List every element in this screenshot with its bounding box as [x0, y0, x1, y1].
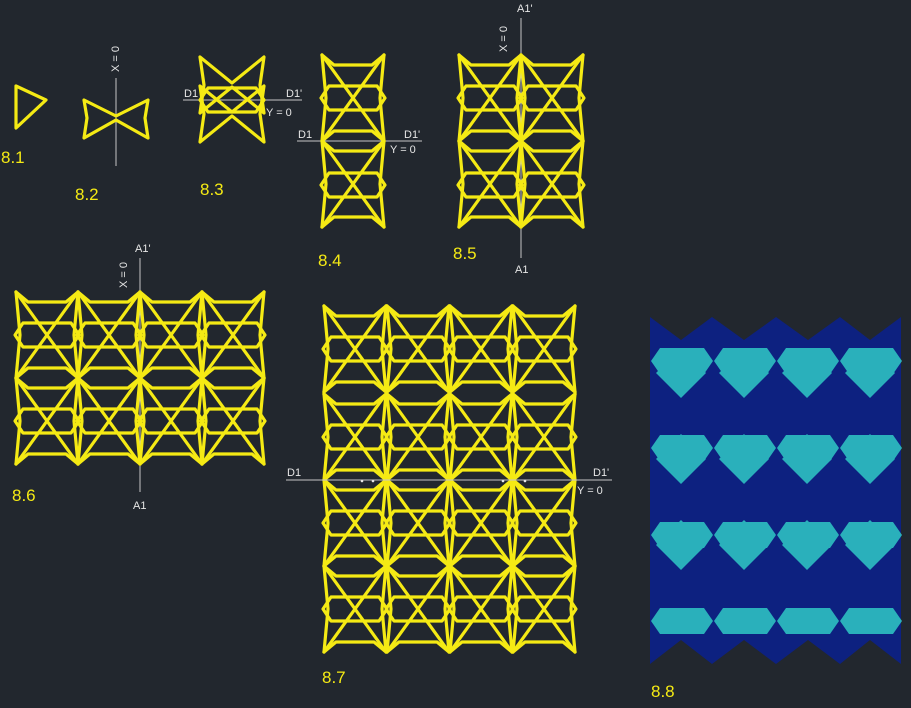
axis-marker-top: A1': [517, 3, 533, 15]
guide-dot: [501, 479, 505, 483]
hexagon-tile: [651, 608, 713, 634]
lattice-cell: [448, 304, 514, 394]
lattice-cell: [322, 392, 388, 482]
hexagon-tile: [777, 348, 839, 374]
lattice-cell: [200, 376, 266, 466]
hexagon-tile: [651, 522, 713, 548]
hexagon-tile: [840, 435, 902, 461]
figure-label: 8.2: [75, 185, 99, 204]
axis-marker-bottom: A1: [515, 264, 528, 276]
lattice-cell: [511, 304, 577, 394]
axis-label: X = 0: [118, 262, 130, 288]
axis-marker-right: D1': [593, 467, 609, 479]
navy-background-tile: [650, 317, 901, 664]
axis-marker-left: D1: [184, 88, 198, 100]
figure-label: 8.7: [322, 668, 346, 687]
figure-8-4: D1 D1' Y = 0 8.4: [297, 53, 422, 270]
triangle-shape: [14, 84, 48, 130]
bowtie-shape: [82, 98, 150, 140]
lattice-cell: [138, 290, 204, 380]
figure-label: 8.8: [651, 682, 675, 701]
lattice-cell: [511, 392, 577, 482]
hexagon-tile: [840, 522, 902, 548]
lattice-cell: [385, 392, 451, 482]
lattice-cell: [448, 478, 514, 568]
hexagon-tile: [651, 348, 713, 374]
hexagon-tile: [714, 435, 776, 461]
figure-8-2: X = 0 8.2: [75, 46, 150, 204]
lattice-cell: [14, 376, 80, 466]
lattice-cell: [320, 53, 386, 143]
figure-label: 8.1: [1, 148, 25, 167]
guide-dot: [360, 479, 364, 483]
figure-label: 8.6: [12, 486, 36, 505]
axis-label: Y = 0: [577, 485, 603, 497]
lattice-cell: [138, 376, 204, 466]
hexagon-tile: [714, 348, 776, 374]
hexagon-tile: [714, 522, 776, 548]
hexagon-tile: [777, 608, 839, 634]
lattice-cell: [511, 478, 577, 568]
axis-label: X = 0: [498, 26, 510, 52]
hexagon-tile: [777, 435, 839, 461]
lattice-cell: [385, 304, 451, 394]
axis-label: X = 0: [110, 46, 122, 72]
lattice-cell: [385, 564, 451, 654]
axis-marker-left: D1: [298, 129, 312, 141]
figure-label: 8.5: [453, 244, 477, 263]
axis-marker-bottom: A1: [133, 500, 146, 512]
hexagon-tile: [840, 608, 902, 634]
figure-8-7: D1 D1' Y = 0 8.7: [286, 304, 612, 687]
figure-label: 8.4: [318, 251, 342, 270]
lattice-cell: [76, 376, 142, 466]
hexagon-tile: [777, 522, 839, 548]
lattice-cell: [448, 564, 514, 654]
figure-8-1: 8.1: [1, 84, 48, 167]
bowtie-shape: [198, 55, 266, 115]
axis-marker-top: A1': [135, 243, 151, 255]
hexagon-tile: [651, 435, 713, 461]
figure-8-5: A1' A1 X = 0 8.5: [453, 3, 586, 276]
hexagon-tile: [714, 608, 776, 634]
bowtie-shape: [198, 84, 266, 144]
lattice-cell: [322, 564, 388, 654]
figure-8-6: A1' A1 X = 0 8.6: [12, 243, 267, 512]
figure-8-3: D1 D1' Y = 0 8.3: [183, 55, 302, 199]
guide-dot: [523, 479, 527, 483]
figure-8-8: 8.8: [650, 317, 902, 701]
figure-label: 8.3: [200, 180, 224, 199]
lattice-cell: [457, 53, 523, 143]
lattice-cell: [200, 290, 266, 380]
lattice-cell: [457, 139, 523, 229]
lattice-cell: [322, 304, 388, 394]
lattice-cell: [14, 290, 80, 380]
lattice-cell: [511, 564, 577, 654]
axis-marker-right: D1': [404, 129, 420, 141]
guide-dot: [371, 479, 375, 483]
axis-label: Y = 0: [390, 144, 416, 156]
lattice-cell: [519, 139, 585, 229]
lattice-cell: [322, 478, 388, 568]
lattice-cell: [448, 392, 514, 482]
axis-marker-right: D1': [286, 88, 302, 100]
axis-label: Y = 0: [266, 107, 292, 119]
hexagon-tile: [840, 348, 902, 374]
lattice-cell: [519, 53, 585, 143]
lattice-cell: [76, 290, 142, 380]
lattice-cell: [320, 139, 386, 229]
axis-marker-left: D1: [287, 467, 301, 479]
lattice-cell: [385, 478, 451, 568]
